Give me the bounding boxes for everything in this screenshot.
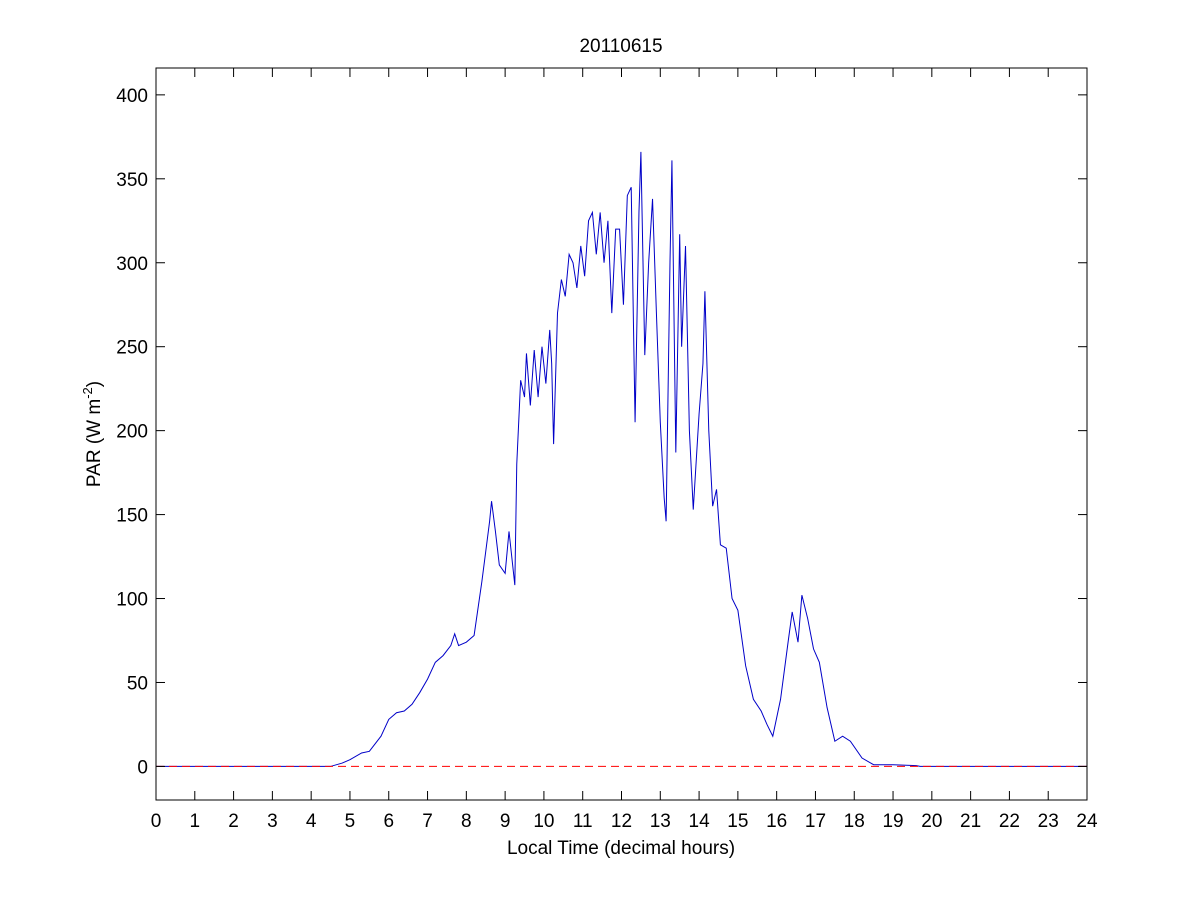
data-line — [156, 151, 1087, 767]
y-tick-label: 0 — [137, 757, 148, 778]
y-tick-label: 350 — [116, 170, 148, 191]
y-axis-label: PAR (W m-2) — [80, 381, 105, 487]
chart-title: 20110615 — [579, 36, 662, 57]
x-tick-label: 4 — [306, 811, 317, 832]
y-tick-label: 100 — [116, 590, 148, 611]
y-label-text: PAR (W m — [84, 399, 105, 487]
y-tick-label: 150 — [116, 506, 148, 527]
x-tick-label: 11 — [573, 811, 593, 832]
x-tick-label: 3 — [267, 811, 278, 832]
x-tick-label: 23 — [1038, 811, 1059, 832]
y-tick-label: 200 — [116, 422, 148, 443]
y-label-sup: -2 — [80, 387, 95, 399]
x-tick-label: 0 — [151, 811, 162, 832]
x-axis-label: Local Time (decimal hours) — [507, 838, 735, 859]
x-tick-label: 5 — [345, 811, 356, 832]
x-tick-label: 20 — [921, 811, 942, 832]
x-tick-label: 2 — [228, 811, 239, 832]
x-tick-label: 9 — [500, 811, 511, 832]
x-tick-label: 19 — [882, 811, 903, 832]
y-tick-label: 300 — [116, 254, 148, 275]
x-tick-label: 8 — [461, 811, 472, 832]
y-label-end: ) — [84, 381, 105, 387]
y-tick-label: 400 — [116, 86, 148, 107]
x-tick-label: 1 — [190, 811, 201, 832]
x-tick-label: 6 — [383, 811, 394, 832]
x-tick-label: 18 — [844, 811, 865, 832]
x-tick-label: 10 — [533, 811, 554, 832]
x-tick-label: 22 — [999, 811, 1020, 832]
x-tick-label: 21 — [960, 811, 981, 832]
x-tick-label: 17 — [805, 811, 826, 832]
x-tick-label: 13 — [650, 811, 671, 832]
y-tick-label: 250 — [116, 338, 148, 359]
x-tick-label: 12 — [611, 811, 632, 832]
y-tick-label: 50 — [127, 673, 148, 694]
x-tick-label: 14 — [689, 811, 711, 832]
x-tick-label: 24 — [1076, 811, 1098, 832]
x-tick-label: 16 — [766, 811, 787, 832]
x-tick-label: 15 — [727, 811, 748, 832]
x-tick-label: 7 — [422, 811, 433, 832]
